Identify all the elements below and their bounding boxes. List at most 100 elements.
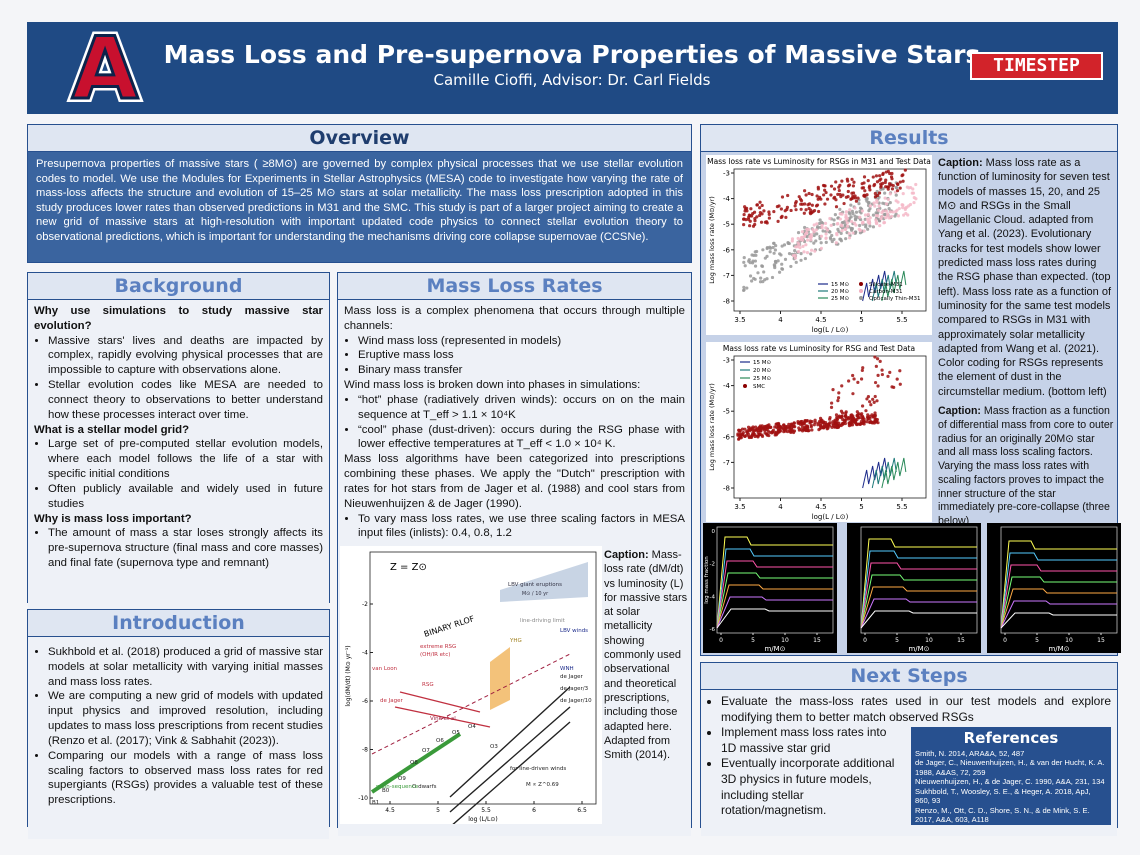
decor-dot	[834, 198, 838, 202]
decor-dot	[818, 195, 822, 200]
decor-profile	[860, 538, 977, 629]
bullet-list: Wind mass loss (represented in models)Er…	[344, 334, 685, 378]
decor-dot	[824, 226, 828, 230]
decor-dot	[742, 288, 746, 292]
decor-profile	[860, 574, 977, 629]
decor-dot	[803, 225, 807, 230]
decor-dot	[821, 229, 825, 233]
decor-profile	[860, 610, 977, 629]
decor-dot	[840, 384, 844, 388]
decor-dot	[837, 415, 841, 419]
legend-label: Carbon-M31	[869, 289, 903, 295]
section-title: Mass Loss Rates	[338, 273, 691, 300]
decor-dot	[874, 420, 878, 424]
figure-label: B0	[382, 788, 390, 794]
decor-dot	[794, 260, 798, 264]
decor-dot	[848, 208, 852, 212]
decor-dot	[760, 264, 764, 268]
smith-figure: Z = Z⊙ LBV giant eruptions M⊙ / 10 yr BINAR…	[340, 546, 602, 824]
decor-dot	[799, 252, 803, 256]
decor-dot	[820, 223, 824, 228]
legend-label: 25 M⊙	[831, 296, 849, 302]
x-tick-label: 3.5	[734, 316, 745, 324]
references-title: References	[963, 729, 1059, 748]
decor-rate-line	[399, 691, 481, 713]
x-tick-label: 10	[925, 637, 933, 644]
decor-dot	[876, 384, 880, 388]
x-tick-label: 5	[859, 503, 863, 511]
decor-dot	[822, 193, 826, 197]
decor-profile	[1000, 612, 1117, 629]
decor-dot	[742, 256, 746, 260]
decor-dot	[858, 231, 863, 235]
decor-dot	[866, 413, 870, 417]
decor-dot	[755, 249, 759, 254]
decor-dot	[808, 235, 812, 239]
decor-dot	[914, 182, 918, 187]
decor-dot	[772, 263, 776, 267]
decor-dot	[855, 410, 859, 414]
decor-dot	[815, 194, 819, 198]
x-tick-label: 5	[859, 316, 863, 324]
plot: Mass loss rate vs Luminosity for RSG and…	[706, 342, 932, 522]
decor-dot	[766, 429, 770, 433]
decor-dot	[759, 276, 763, 280]
x-tick-label: 5.5	[896, 316, 907, 324]
y-tick-label: -8	[723, 485, 730, 493]
bullet-list: Massive stars' lives and deaths are impa…	[34, 334, 323, 423]
decor-dot	[804, 208, 808, 212]
caption: Caption: Mass loss rate as a function of…	[938, 156, 1114, 399]
figure-label: main-sequence	[376, 784, 419, 790]
decor-dot	[850, 228, 854, 232]
x-tick-label: 5.5	[481, 807, 491, 814]
decor-dot	[805, 251, 810, 255]
decor-dot	[774, 430, 778, 434]
decor-dot	[831, 388, 835, 392]
decor-dot	[878, 359, 882, 363]
decor-dot	[809, 248, 814, 252]
decor-dot	[887, 207, 891, 211]
decor-dot	[836, 396, 841, 400]
decor-profile	[1000, 540, 1117, 629]
bullet: “cool” phase (dust-driven): occurs durin…	[358, 423, 685, 453]
paragraph: Mass loss is a complex phenomena that oc…	[344, 305, 685, 332]
x-tick-label: 10	[781, 637, 789, 644]
decor-dot	[849, 413, 853, 418]
decor-dot	[886, 374, 890, 378]
y-tick-label: -7	[723, 459, 730, 467]
decor-dot	[843, 421, 847, 426]
decor-dot	[758, 432, 762, 436]
decor-dot	[852, 180, 856, 184]
decor-dot	[886, 214, 890, 218]
decor-dot	[845, 216, 849, 221]
decor-dot	[773, 248, 778, 252]
decor-dot	[803, 428, 807, 432]
y-tick-label: -10	[358, 795, 368, 802]
figure-label: for line-driven winds	[510, 766, 566, 772]
section-title: Results	[701, 125, 1117, 152]
decor-dot	[863, 194, 867, 198]
plot-frame	[369, 551, 597, 805]
decor-dot	[866, 212, 870, 216]
decor-dot	[898, 186, 902, 190]
y-axis-label: Log mass loss rate (M⊙/yr)	[708, 383, 716, 471]
decor-dot	[868, 420, 872, 425]
decor-dot	[758, 211, 762, 215]
legend-label: 20 M⊙	[753, 368, 771, 374]
decor-dot	[753, 219, 757, 223]
decor-dot	[845, 177, 849, 181]
decor-dot	[879, 182, 883, 186]
decor-dot	[800, 230, 804, 234]
decor-dot	[888, 210, 892, 214]
decor-dot	[817, 428, 821, 432]
caption-text: Mass fraction as a function of different…	[938, 405, 1114, 528]
bullet-list: “hot” phase (radiatively driven winds): …	[344, 393, 685, 452]
decor-dot	[818, 218, 822, 222]
y-tick-label: -5	[723, 408, 730, 416]
decor-dot	[790, 237, 795, 241]
decor-dot	[783, 257, 788, 262]
decor-dot	[807, 202, 812, 206]
decor-dot	[807, 428, 811, 433]
x-axis-label: log(L / L⊙)	[812, 513, 849, 521]
decor-dot	[849, 423, 853, 427]
